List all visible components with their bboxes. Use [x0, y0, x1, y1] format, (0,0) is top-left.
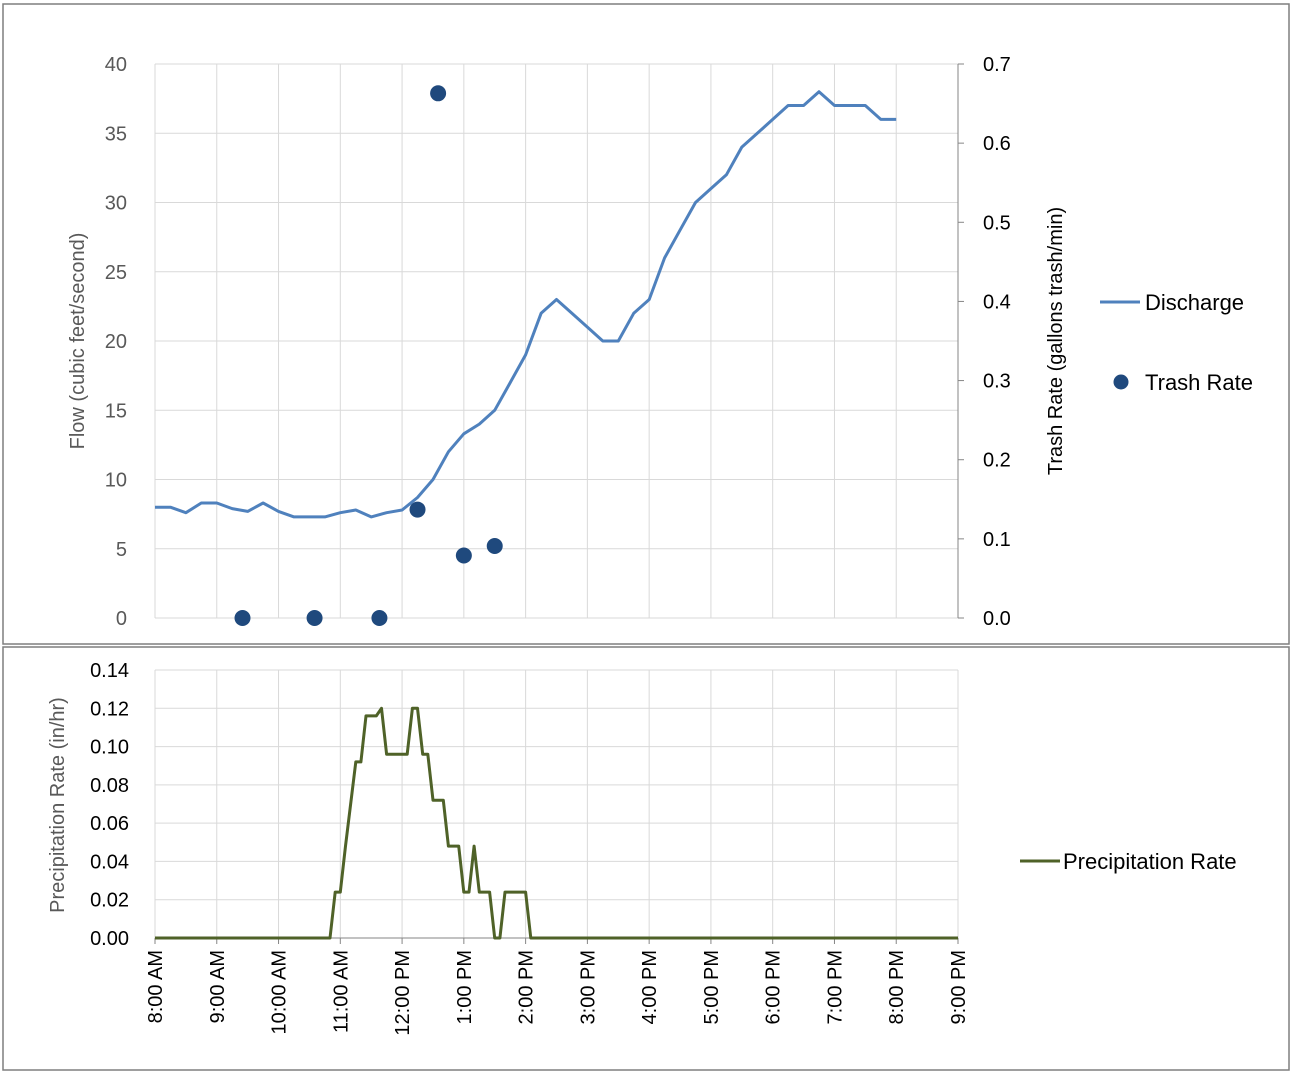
time-tick-label: 11:00 AM [330, 950, 352, 1033]
trash-rate-tick-label: 0.2 [983, 450, 1011, 472]
precipitation-chart: 0.00 0.02 0.04 0.06 0.08 0.10 0.12 0.14 8:00 AM… [47, 660, 1237, 1036]
flow-axis-title: Flow (cubic feet/second) [67, 233, 89, 450]
time-tick-label: 2:00 PM [516, 950, 538, 1024]
precip-tick-label: 0.10 [90, 737, 129, 759]
top-left-axis-ticks: 0 5 10 15 20 25 30 35 40 [105, 54, 127, 630]
flow-tick-label: 15 [105, 400, 127, 422]
trash-rate-point [486, 537, 503, 554]
precip-tick-label: 0.00 [90, 928, 129, 950]
time-tick-label: 3:00 PM [577, 950, 599, 1024]
time-tick-label: 9:00 PM [948, 950, 970, 1024]
time-tick-label: 8:00 AM [145, 950, 167, 1023]
precipitation-line [155, 706, 958, 940]
time-tick-label: 5:00 PM [701, 950, 723, 1024]
flow-tick-label: 40 [105, 54, 127, 76]
trash-rate-tick-label: 0.6 [983, 133, 1011, 155]
bottom-y-axis-ticks: 0.00 0.02 0.04 0.06 0.08 0.10 0.12 0.14 [90, 660, 129, 950]
time-tick-label: 4:00 PM [639, 950, 661, 1024]
top-series [155, 85, 897, 626]
time-tick-label: 6:00 PM [763, 950, 785, 1024]
time-tick-label: 10:00 AM [269, 950, 291, 1035]
legend-trash-rate-label: Trash Rate [1145, 370, 1253, 395]
trash-rate-point [409, 501, 426, 518]
time-tick-label: 8:00 PM [886, 950, 908, 1024]
bottom-legend: Precipitation Rate [1020, 849, 1237, 874]
precip-tick-label: 0.12 [90, 698, 129, 720]
flow-tick-label: 25 [105, 262, 127, 284]
time-tick-label: 1:00 PM [454, 950, 476, 1024]
legend-trash-rate-swatch [1113, 374, 1129, 390]
trash-rate-tick-label: 0.1 [983, 529, 1011, 551]
bottom-series [155, 706, 958, 940]
trash-rate-point [306, 610, 323, 626]
trash-rate-point [234, 610, 251, 626]
flow-tick-label: 35 [105, 123, 127, 145]
flow-tick-label: 10 [105, 470, 127, 492]
trash-rate-point [455, 547, 472, 564]
flow-tick-label: 20 [105, 331, 127, 353]
precip-tick-label: 0.06 [90, 813, 129, 835]
time-tick-label: 12:00 PM [392, 950, 414, 1036]
precip-tick-label: 0.14 [90, 660, 129, 682]
top-chart-frame [2, 3, 1290, 645]
flow-tick-label: 0 [116, 608, 127, 630]
time-tick-label: 7:00 PM [824, 950, 846, 1024]
time-tick-label: 9:00 AM [207, 950, 229, 1023]
trash-rate-tick-label: 0.3 [983, 371, 1011, 393]
discharge-line [155, 90, 897, 519]
legend-precipitation-label: Precipitation Rate [1063, 849, 1237, 874]
trash-rate-axis-title: Trash Rate (gallons trash/min) [1045, 207, 1067, 475]
trash-rate-point [371, 610, 388, 626]
flow-tick-label: 30 [105, 193, 127, 215]
flow-tick-label: 5 [116, 539, 127, 561]
bottom-x-axis-ticks: 8:00 AM 9:00 AM 10:00 AM 11:00 AM 12:00 PM 1:… [145, 950, 970, 1036]
bottom-chart-frame [2, 646, 1290, 1071]
trash-rate-tick-label: 0.4 [983, 291, 1011, 313]
top-gridlines [154, 63, 959, 619]
precipitation-axis-title: Precipitation Rate (in/hr) [47, 697, 69, 913]
top-right-axis-ticks: 0.0 0.1 0.2 0.3 0.4 0.5 0.6 0.7 [958, 54, 1011, 630]
top-legend: Discharge Trash Rate [1100, 290, 1253, 395]
precip-tick-label: 0.08 [90, 775, 129, 797]
legend-discharge-label: Discharge [1145, 290, 1244, 315]
trash-rate-point [430, 85, 447, 102]
trash-rate-tick-label: 0.0 [983, 608, 1011, 630]
precip-tick-label: 0.02 [90, 890, 129, 912]
trash-rate-tick-label: 0.7 [983, 54, 1011, 76]
trash-rate-tick-label: 0.5 [983, 212, 1011, 234]
precip-tick-label: 0.04 [90, 851, 129, 873]
